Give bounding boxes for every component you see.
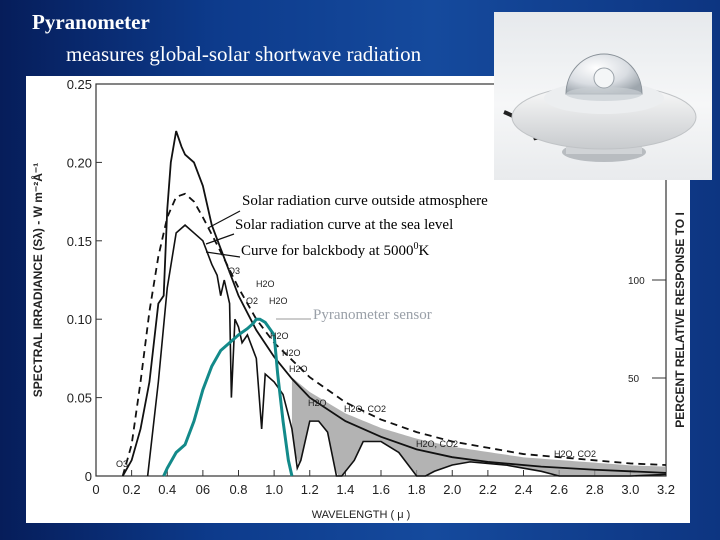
y2-tick-label: 50 — [628, 374, 640, 385]
pyranometer-device-icon — [503, 53, 697, 162]
slide-title: Pyranometer — [32, 10, 150, 34]
x-tick-label: 0.8 — [229, 482, 247, 497]
x-tick-label: 0 — [92, 482, 99, 497]
series-blackbody — [121, 192, 667, 477]
y-tick-label: 0 — [85, 469, 92, 484]
absorption-label: H2O, CO2 — [344, 404, 386, 414]
absorption-label: H2O — [269, 296, 288, 306]
x-tick-label: 0.4 — [158, 482, 176, 497]
x-tick-label: 06 — [196, 482, 210, 497]
y-tick-label: 0.25 — [67, 77, 92, 92]
pointer-sea — [205, 233, 235, 245]
annotation-blackbody: Curve for balckbody at 50000K — [241, 241, 430, 260]
annotation-blackbody-degree: 0 — [413, 241, 419, 252]
x-tick-label: 1.4 — [336, 482, 354, 497]
x-tick-label: 1.6 — [372, 482, 390, 497]
x-tick-label: 2.2 — [479, 482, 497, 497]
absorption-shading — [291, 377, 666, 476]
absorption-label: O3 — [116, 459, 128, 469]
x-tick-label: 2.8 — [586, 482, 604, 497]
x-axis-title: WAVELENGTH ( μ ) — [312, 509, 411, 521]
x-tick-label: 2.6 — [550, 482, 568, 497]
x-tick-label: 1.0 — [265, 482, 283, 497]
x-tick-label: 2.4 — [514, 482, 532, 497]
annotation-outside-atmosphere: Solar radiation curve outside atmosphere — [242, 193, 488, 210]
absorption-label: O2 — [246, 296, 258, 306]
y-tick-label: 0.20 — [67, 155, 92, 170]
absorption-label: H2O, CO2 — [416, 439, 458, 449]
y2-axis-title: PERCENT RELATIVE RESPONSE TO I — [673, 212, 687, 428]
annotation-blackbody-text: Curve for balckbody at 5000 — [241, 243, 414, 259]
series-sea-level — [146, 224, 667, 477]
y2-tick-label: 100 — [628, 276, 645, 287]
pointer-blackbody — [205, 251, 241, 258]
absorption-label: H2O — [270, 331, 289, 341]
x-tick-label: 0.2 — [123, 482, 141, 497]
y-tick-label: 0.05 — [67, 391, 92, 406]
pyranometer-photo — [494, 12, 712, 180]
absorption-label: H2O — [308, 398, 327, 408]
x-tick-label: 3.2 — [657, 482, 675, 497]
y-axis-title: SPECTRAL IRRADIANCE (Sλ) - W m⁻²Å⁻¹ — [30, 163, 45, 397]
y-tick-label: 0.10 — [67, 312, 92, 327]
series-outside-atmosphere — [121, 130, 667, 477]
absorption-label: H2O — [256, 279, 275, 289]
chart-canvas: 0 0.2 0.4 06 0.8 1.0 1.2 1.4 1.6 1.8 2.0 2.2 2.4 2.6 2… — [30, 77, 687, 521]
annotation-sea-level: Solar radiation curve at the sea level — [235, 217, 454, 234]
pointer-outside — [207, 210, 241, 229]
x-tick-label: 2.0 — [443, 482, 461, 497]
absorption-label: O3 — [228, 266, 240, 276]
slide-subtitle: measures global-solar shortwave radiatio… — [66, 42, 422, 66]
x-tick-label: 3.0 — [621, 482, 639, 497]
annotation-sensor: Pyranometer sensor — [313, 307, 432, 323]
y-tick-label: 0.15 — [67, 234, 92, 249]
series-pyranometer-sensor — [162, 317, 294, 477]
annotation-blackbody-unit: K — [418, 243, 430, 259]
absorption-label: H2O — [289, 364, 308, 374]
absorption-label: H2O — [282, 348, 301, 358]
x-tick-label: 1.2 — [301, 482, 319, 497]
x-tick-label: 1.8 — [408, 482, 426, 497]
absorption-label: H2O, CO2 — [554, 449, 596, 459]
